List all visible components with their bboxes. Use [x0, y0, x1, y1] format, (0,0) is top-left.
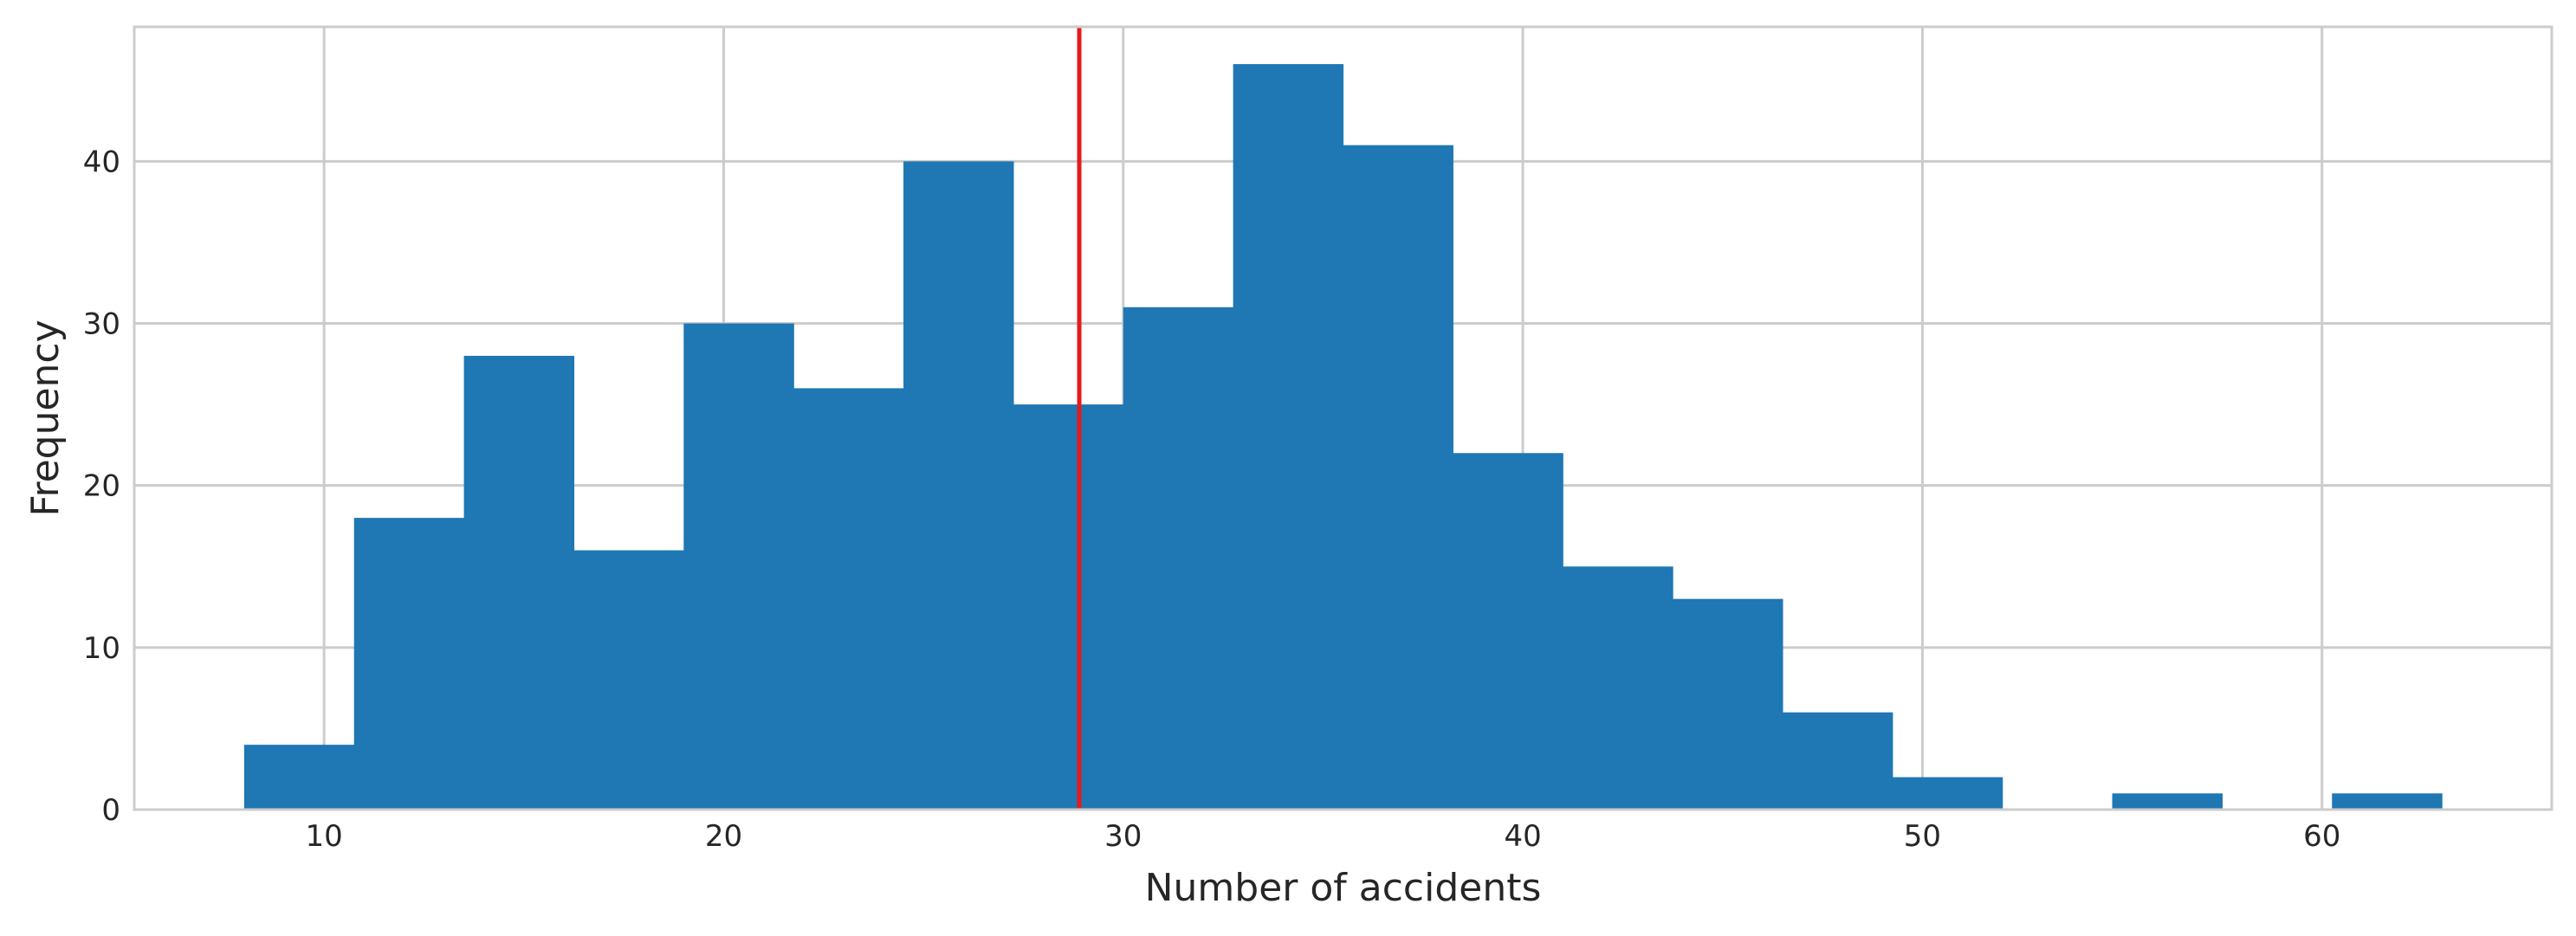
histogram-bar [1013, 404, 1124, 810]
histogram-bar [353, 518, 465, 810]
histogram-bar [1563, 566, 1673, 810]
histogram-bar [903, 161, 1014, 810]
x-tick-label: 10 [305, 819, 342, 854]
histogram-bar [1453, 453, 1563, 810]
histogram-bar [1233, 64, 1344, 810]
histogram-bar [1343, 145, 1453, 810]
x-tick-label: 20 [705, 819, 742, 854]
histogram-bar [683, 323, 794, 810]
y-tick-label: 40 [83, 145, 120, 179]
histogram-bar [1673, 598, 1783, 810]
x-axis-label: Number of accidents [1145, 866, 1542, 910]
y-axis-ticks: 0 10 20 30 40 [83, 145, 120, 828]
histogram-bar [1123, 307, 1234, 810]
x-tick-label: 40 [1504, 819, 1541, 854]
histogram-bar [1892, 777, 2003, 810]
x-tick-label: 60 [2303, 819, 2340, 854]
bars-layer [243, 64, 2443, 810]
x-tick-label: 30 [1104, 819, 1142, 854]
y-tick-label: 0 [101, 793, 120, 828]
x-axis-ticks: 10 20 30 40 50 60 [305, 819, 2340, 854]
histogram-bar [573, 550, 684, 810]
y-tick-label: 20 [83, 469, 120, 504]
plot-frame [133, 25, 2553, 811]
histogram-bar [243, 745, 355, 810]
y-axis-label: Frequency [23, 320, 68, 516]
histogram-bar [2332, 793, 2443, 810]
histogram-bar [2112, 793, 2223, 810]
histogram-bar [1782, 712, 1893, 810]
y-tick-label: 30 [83, 307, 120, 342]
histogram-bar [793, 388, 904, 810]
x-tick-label: 50 [1904, 819, 1941, 854]
y-tick-label: 10 [83, 631, 120, 666]
histogram-bar [463, 355, 575, 810]
